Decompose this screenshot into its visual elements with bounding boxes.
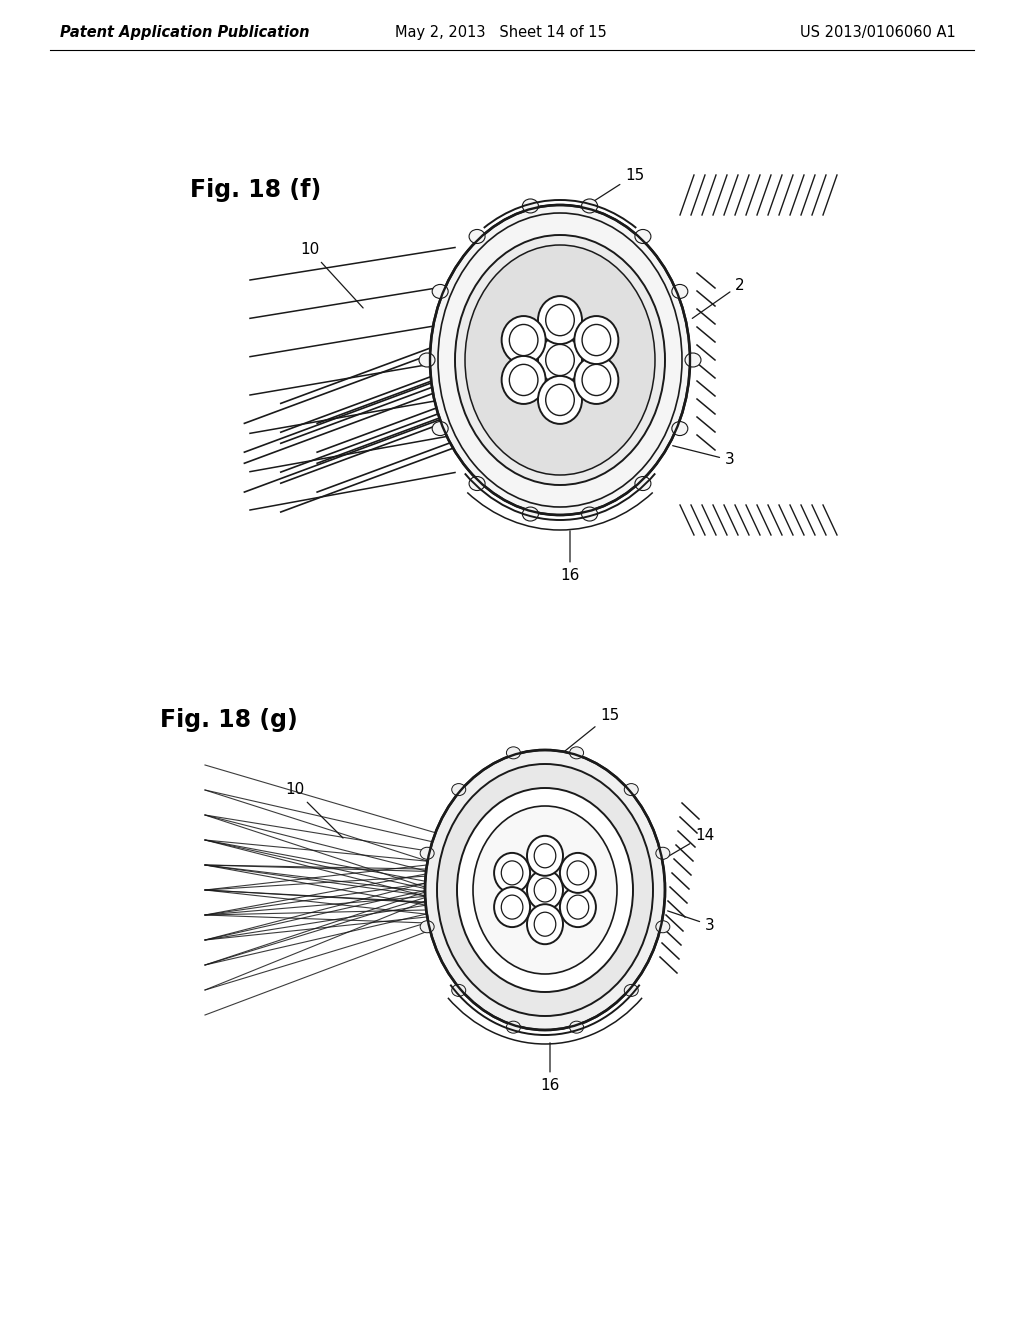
Ellipse shape <box>560 887 596 927</box>
Text: 16: 16 <box>541 1043 560 1093</box>
Ellipse shape <box>455 235 665 484</box>
Text: 15: 15 <box>583 168 644 209</box>
Text: May 2, 2013   Sheet 14 of 15: May 2, 2013 Sheet 14 of 15 <box>395 25 607 41</box>
Ellipse shape <box>432 284 449 298</box>
Ellipse shape <box>452 985 466 997</box>
Ellipse shape <box>502 356 546 404</box>
Text: 15: 15 <box>562 708 620 754</box>
Text: 10: 10 <box>286 783 343 838</box>
Ellipse shape <box>420 921 434 933</box>
Ellipse shape <box>425 750 665 1030</box>
Text: 10: 10 <box>300 243 364 308</box>
Text: 3: 3 <box>673 446 735 467</box>
Ellipse shape <box>625 784 638 796</box>
Ellipse shape <box>527 870 563 909</box>
Ellipse shape <box>538 376 582 424</box>
Text: 2: 2 <box>692 277 744 318</box>
Ellipse shape <box>655 847 670 859</box>
Ellipse shape <box>635 477 651 491</box>
Ellipse shape <box>538 296 582 345</box>
Ellipse shape <box>430 205 690 515</box>
Text: 16: 16 <box>560 531 580 582</box>
Ellipse shape <box>437 764 653 1016</box>
Ellipse shape <box>685 352 701 367</box>
Ellipse shape <box>574 315 618 364</box>
Ellipse shape <box>560 853 596 892</box>
Ellipse shape <box>522 507 539 521</box>
Ellipse shape <box>495 853 530 892</box>
Text: Patent Application Publication: Patent Application Publication <box>60 25 309 41</box>
Text: 14: 14 <box>647 828 715 869</box>
Text: Fig. 18 (f): Fig. 18 (f) <box>190 178 322 202</box>
Ellipse shape <box>582 199 598 213</box>
Ellipse shape <box>420 847 434 859</box>
Ellipse shape <box>469 230 485 243</box>
Text: US 2013/0106060 A1: US 2013/0106060 A1 <box>800 25 955 41</box>
Ellipse shape <box>574 356 618 404</box>
Ellipse shape <box>672 284 688 298</box>
Ellipse shape <box>507 747 520 759</box>
Ellipse shape <box>502 315 546 364</box>
Ellipse shape <box>457 788 633 993</box>
Ellipse shape <box>655 921 670 933</box>
Ellipse shape <box>432 421 449 436</box>
Ellipse shape <box>582 507 598 521</box>
Ellipse shape <box>522 199 539 213</box>
Ellipse shape <box>507 1022 520 1034</box>
Ellipse shape <box>569 747 584 759</box>
Ellipse shape <box>625 985 638 997</box>
Ellipse shape <box>469 477 485 491</box>
Text: 3: 3 <box>668 911 715 932</box>
Ellipse shape <box>495 887 530 927</box>
Ellipse shape <box>452 784 466 796</box>
Ellipse shape <box>527 836 563 875</box>
Ellipse shape <box>527 904 563 944</box>
Text: Fig. 18 (g): Fig. 18 (g) <box>160 708 298 733</box>
Ellipse shape <box>419 352 435 367</box>
Ellipse shape <box>635 230 651 243</box>
Ellipse shape <box>672 421 688 436</box>
Ellipse shape <box>569 1022 584 1034</box>
Ellipse shape <box>473 807 617 974</box>
Ellipse shape <box>465 246 655 475</box>
Ellipse shape <box>538 337 582 384</box>
